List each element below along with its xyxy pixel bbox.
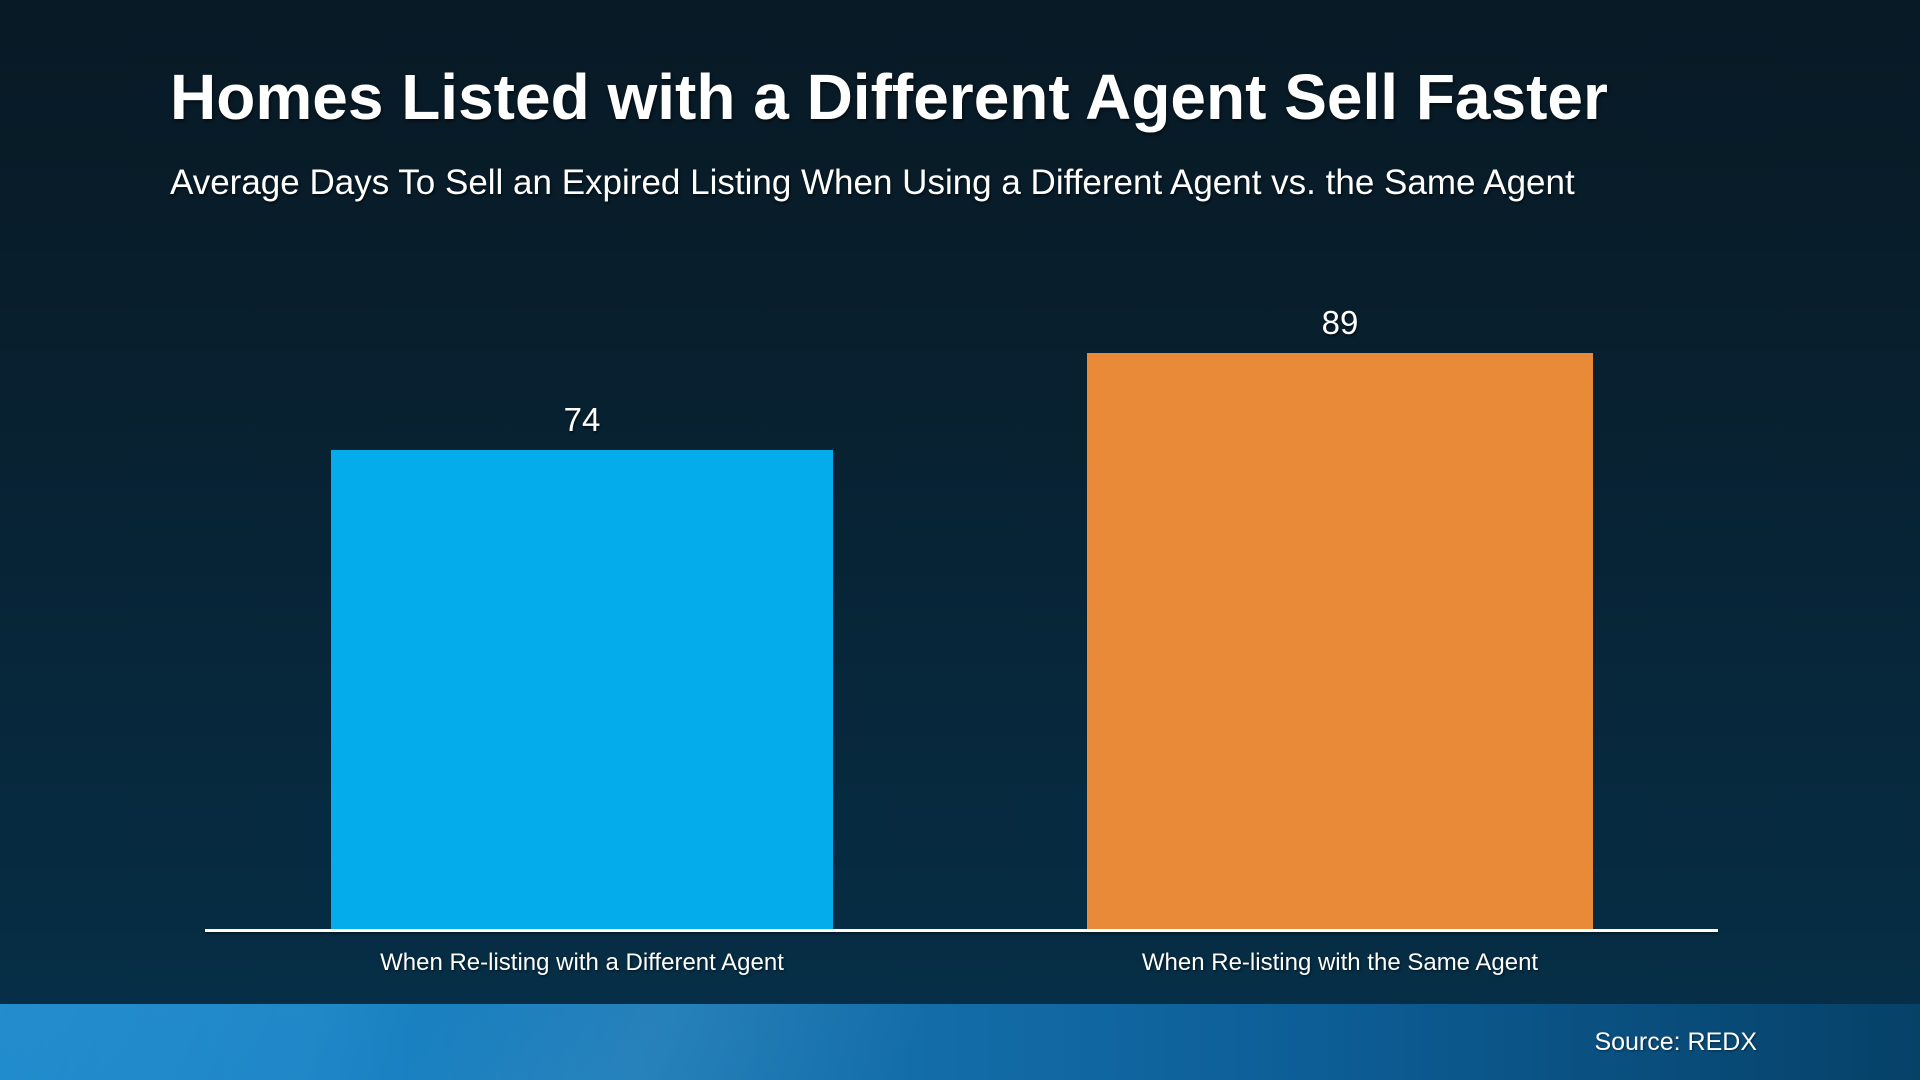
chart-subtitle: Average Days To Sell an Expired Listing … (170, 163, 1575, 202)
bar-same-agent (1087, 352, 1593, 931)
category-label-different-agent: When Re-listing with a Different Agent (380, 949, 784, 976)
x-axis-line (205, 929, 1718, 932)
bar-group-same-agent: 89 (1087, 240, 1593, 931)
value-label-same-agent: 89 (1321, 303, 1359, 341)
bar-different-agent (331, 450, 833, 931)
source-text: Source: REDX (1594, 1028, 1757, 1056)
category-label-same-agent: When Re-listing with the Same Agent (1141, 949, 1539, 976)
chart-title: Homes Listed with a Different Agent Sell… (170, 61, 1608, 133)
bar-group-different-agent: 74 (331, 240, 833, 931)
footer-bar: Source: REDX (0, 1004, 1920, 1080)
value-label-different-agent: 74 (563, 401, 601, 438)
